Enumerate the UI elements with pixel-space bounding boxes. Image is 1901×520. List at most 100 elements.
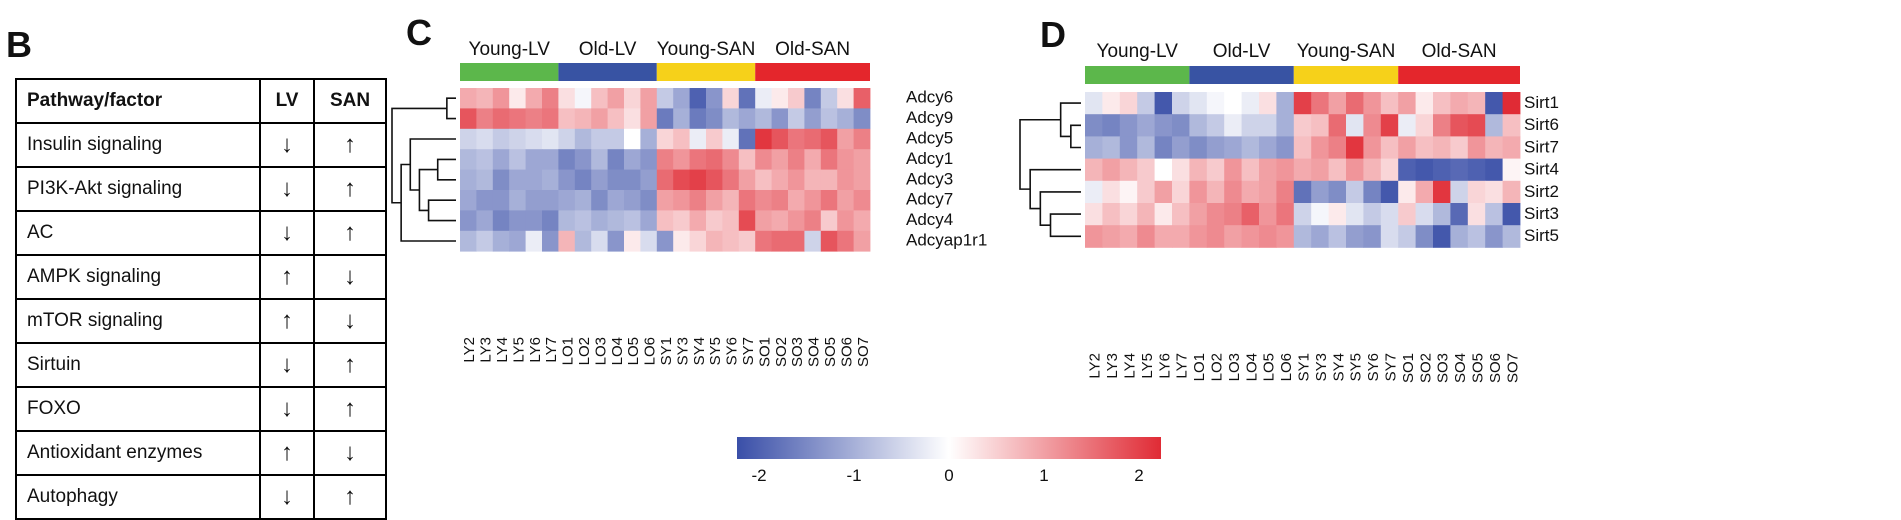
heatmap-cell: [640, 108, 658, 130]
heatmap-cell: [1137, 92, 1155, 115]
column-label: SO5: [1470, 353, 1487, 383]
heatmap-cell: [837, 169, 854, 191]
heatmap-cell: [722, 88, 740, 109]
heatmap-cell: [1154, 92, 1173, 115]
column-label: LO1: [560, 337, 577, 365]
heatmap-cell: [1276, 158, 1295, 182]
column-label: SY3: [1313, 353, 1330, 381]
heatmap-cell: [1502, 158, 1521, 182]
heatmap-cell: [788, 210, 805, 232]
heatmap-cell: [574, 149, 592, 170]
heatmap-cell: [820, 210, 838, 232]
heatmap-cell: [1119, 180, 1138, 204]
heatmap-cell: [640, 88, 658, 109]
heatmap-cell: [1119, 158, 1138, 182]
heatmap-cell: [460, 169, 477, 191]
heatmap-cell: [1224, 225, 1242, 248]
san-arrow: ↑: [313, 210, 387, 256]
heatmap-cell: [1189, 203, 1208, 226]
heatmap-cell: [1485, 114, 1503, 137]
heatmap-cell: [1346, 180, 1364, 204]
heatmap-cell: [1259, 136, 1277, 159]
legend-tick-label: 0: [944, 466, 953, 485]
heatmap-cell: [1224, 203, 1242, 226]
heatmap-cell: [525, 169, 543, 191]
heatmap-cell: [509, 230, 526, 252]
row-label: Sirt5: [1524, 226, 1559, 245]
heatmap-cell: [1276, 203, 1295, 226]
heatmap-cell: [476, 210, 494, 232]
pathway-name: PI3K-Akt signaling: [15, 166, 261, 212]
dendrogram-branch: [1059, 102, 1081, 138]
heatmap-cell: [1398, 136, 1416, 159]
heatmap-cell: [1189, 136, 1208, 159]
heatmap-cell: [853, 149, 871, 170]
heatmap-cell: [558, 169, 576, 191]
pathway-name: Antioxidant enzymes: [15, 430, 261, 476]
heatmap-cell: [771, 128, 789, 150]
column-label: SY1: [1296, 353, 1313, 381]
heatmap-cell: [771, 88, 789, 109]
row-label: Sirt2: [1524, 182, 1559, 201]
column-label: LO5: [625, 337, 642, 365]
heatmap-cell: [1119, 114, 1138, 137]
heatmap-cell: [853, 190, 871, 211]
heatmap-cell: [1172, 180, 1190, 204]
heatmap-cell: [1085, 158, 1103, 182]
heatmap-cell: [837, 128, 854, 150]
column-label: LY2: [1087, 353, 1104, 379]
heatmap-cell: [1433, 136, 1451, 159]
heatmap-cell: [1189, 180, 1208, 204]
heatmap-cell: [624, 230, 641, 252]
legend-tick-label: -1: [846, 466, 861, 485]
heatmap-cell: [542, 190, 559, 211]
heatmap-cell: [492, 190, 510, 211]
heatmap-cell: [525, 108, 543, 130]
heatmap-cell: [1224, 180, 1242, 204]
heatmap-figure: Young-LV Old-LV Young-SAN Old-SAN Adcy6Adcy9…: [391, 39, 1559, 485]
heatmap-cell: [1102, 180, 1121, 204]
heatmap-cell: [1293, 158, 1312, 182]
heatmap-cell: [689, 108, 707, 130]
heatmap-cell: [706, 88, 723, 109]
heatmap-cell: [1206, 203, 1225, 226]
heatmap-cell: [460, 88, 477, 109]
heatmap-cell: [1137, 180, 1155, 204]
heatmap-cell: [1450, 114, 1469, 137]
group-bar: [1398, 66, 1520, 84]
heatmap-cell: [525, 128, 543, 150]
heatmap-cell: [1380, 180, 1399, 204]
heatmap-cell: [1485, 180, 1503, 204]
heatmap-cell: [788, 88, 805, 109]
heatmap-cell: [1346, 114, 1364, 137]
heatmap-cell: [722, 149, 740, 170]
san-arrow: ↓: [313, 298, 387, 344]
heatmap-cell: [1206, 225, 1225, 248]
dendrogram-branch: [1029, 168, 1081, 210]
dendrogram-branch: [427, 199, 456, 222]
heatmap-cell: [1241, 92, 1260, 115]
heatmap-cell: [1467, 92, 1486, 115]
heatmap-cell: [542, 230, 559, 252]
heatmap-cell: [492, 108, 510, 130]
heatmap-cell: [837, 149, 854, 170]
heatmap-cell: [1241, 136, 1260, 159]
heatmap-cell: [1433, 114, 1451, 137]
heatmap-cell: [1241, 158, 1260, 182]
heatmap-cell: [1415, 114, 1434, 137]
heatmap-cell: [1172, 225, 1190, 248]
heatmap-cell: [1137, 114, 1155, 137]
heatmap-cell: [656, 190, 674, 211]
heatmap-cell: [722, 230, 740, 252]
lv-arrow: ↓: [259, 210, 315, 256]
heatmap-cell: [706, 190, 723, 211]
column-label: SO3: [1435, 353, 1452, 383]
column-label: LY3: [478, 337, 495, 363]
heatmap-cell: [509, 88, 526, 109]
heatmap-cell: [738, 169, 756, 191]
heatmap-cell: [1433, 225, 1451, 248]
group-label: Old-SAN: [1422, 41, 1497, 62]
column-label: LO1: [1191, 353, 1208, 381]
heatmap-cell: [771, 108, 789, 130]
heatmap-cell: [509, 210, 526, 232]
